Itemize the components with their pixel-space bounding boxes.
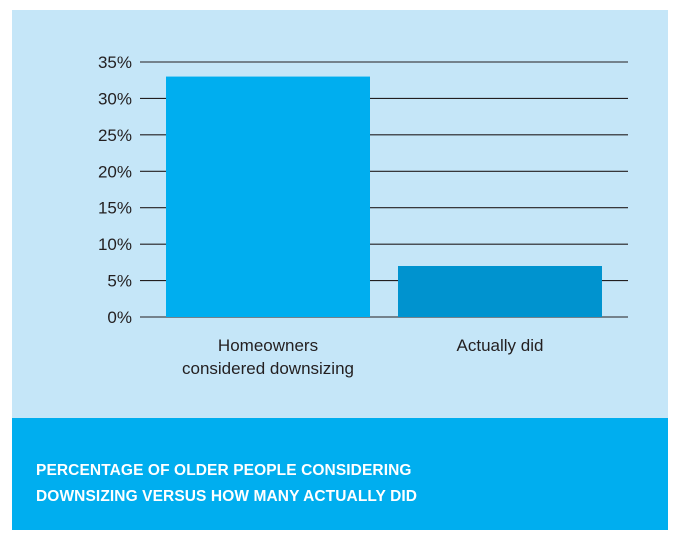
bar-chart: 0% 5% 10% 15% 20% 25% 30% 35% Homeowners conside… [98,53,628,378]
y-tick-label: 0% [107,308,132,327]
bar-1 [166,76,370,317]
caption-banner: PERCENTAGE OF OLDER PEOPLE CONSIDERING D… [12,418,668,530]
x-axis-category-labels: Homeowners considered downsizing Actually … [182,336,543,378]
x-category-label-2: Actually did [457,336,544,355]
x-category-label-1: Homeowners considered downsizing [182,336,354,378]
caption-line-1: PERCENTAGE OF OLDER PEOPLE CONSIDERING [36,462,412,479]
y-tick-label: 25% [98,126,132,145]
bar-2 [398,266,602,317]
y-tick-label: 20% [98,162,132,181]
caption-line-2: DOWNSIZING VERSUS HOW MANY ACTUALLY DID [36,488,418,505]
y-axis-tick-labels: 0% 5% 10% 15% 20% 25% 30% 35% [98,53,132,327]
y-tick-label: 30% [98,89,132,108]
y-tick-label: 15% [98,199,132,218]
y-tick-label: 5% [107,272,132,291]
y-tick-label: 35% [98,53,132,72]
y-tick-label: 10% [98,235,132,254]
bars [166,76,602,317]
